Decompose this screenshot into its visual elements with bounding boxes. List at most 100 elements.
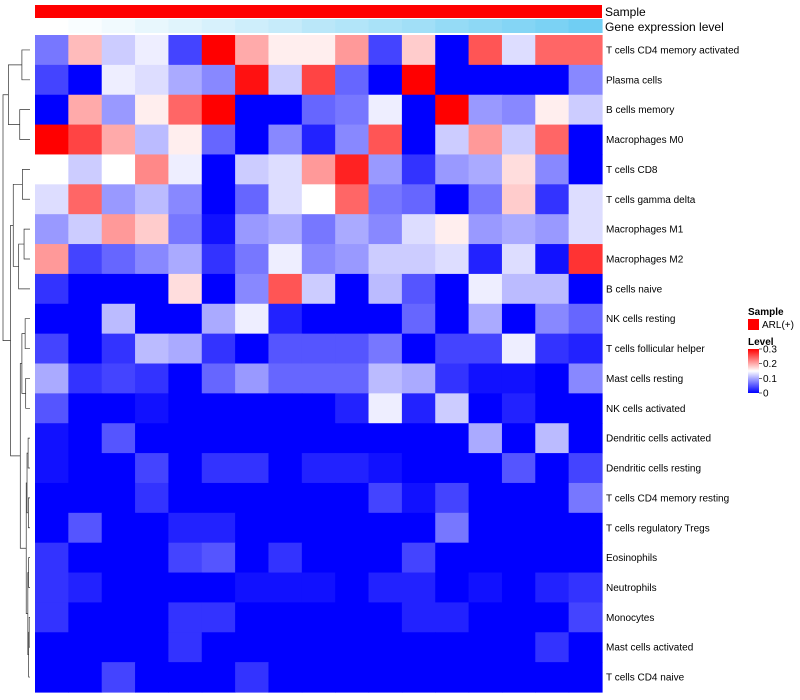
heatmap-cell xyxy=(101,453,136,484)
level-legend: Level 0.3 0.2 0.1 0 xyxy=(748,337,777,400)
heatmap-cell xyxy=(68,423,103,454)
heatmap-cell xyxy=(268,662,303,693)
heatmap-cell xyxy=(168,453,203,484)
heatmap-cell xyxy=(68,572,103,604)
heatmap-cell xyxy=(35,94,69,126)
heatmap-cell xyxy=(501,572,536,604)
dendrogram-branch xyxy=(22,169,30,200)
heatmap-cell xyxy=(368,273,403,305)
heatmap-cell xyxy=(468,393,503,424)
sample-legend: Sample ARL(+) xyxy=(748,307,794,331)
heatmap-cell xyxy=(35,184,69,215)
heatmap-cell xyxy=(35,273,69,305)
heatmap-cell xyxy=(135,184,170,215)
heatmap-cell xyxy=(168,303,203,335)
heatmap-cell xyxy=(435,94,470,126)
heatmap-cell xyxy=(335,602,370,633)
heatmap-cell xyxy=(35,303,69,335)
heatmap-cell xyxy=(468,124,503,156)
heatmap-cell xyxy=(68,393,103,424)
heatmap-cell xyxy=(368,154,403,185)
heatmap-cell xyxy=(501,393,536,424)
heatmap-cell xyxy=(168,333,203,365)
heatmap-cell xyxy=(201,662,236,693)
heatmap-cell xyxy=(535,512,570,544)
heatmap-cell xyxy=(68,632,103,663)
heatmap-cell xyxy=(201,393,236,424)
heatmap-cell xyxy=(301,35,336,66)
heatmap-cell xyxy=(235,482,270,514)
dendrogram-branch xyxy=(21,49,30,81)
sample-track-label: Sample xyxy=(605,5,646,19)
heatmap-cell xyxy=(201,184,236,215)
heatmap-cell xyxy=(35,244,69,275)
heatmap-cell xyxy=(301,423,336,454)
heatmap-cell xyxy=(68,64,103,96)
heatmap-cell xyxy=(401,632,436,663)
heatmap-cell xyxy=(235,64,270,96)
heatmap-cell xyxy=(568,662,603,693)
heatmap-cell xyxy=(235,184,270,215)
heatmap-cell xyxy=(435,35,470,66)
heatmap-cell xyxy=(235,393,270,424)
dendrogram-branch xyxy=(27,437,30,469)
heatmap-cell xyxy=(35,35,69,66)
heatmap-cell xyxy=(235,542,270,574)
gene-expression-cell xyxy=(135,19,170,33)
heatmap-cell xyxy=(101,333,136,365)
heatmap-cell xyxy=(168,542,203,574)
heatmap-cell xyxy=(301,662,336,693)
dendrogram-branch xyxy=(2,94,11,341)
gene-expression-cell xyxy=(168,19,203,33)
heatmap-cell xyxy=(335,453,370,484)
gene-expression-cell xyxy=(35,19,69,33)
heatmap-cell xyxy=(468,64,503,96)
heatmap-cell xyxy=(101,64,136,96)
heatmap-cell xyxy=(535,154,570,185)
heatmap-cell xyxy=(401,154,436,185)
heatmap-cell xyxy=(201,453,236,484)
heatmap-cell xyxy=(335,662,370,693)
heatmap-cell xyxy=(68,363,103,394)
heatmap-cell xyxy=(35,393,69,424)
heatmap-cell xyxy=(301,273,336,305)
heatmap-cell xyxy=(568,363,603,394)
heatmap-cell xyxy=(135,393,170,424)
heatmap-cell xyxy=(201,273,236,305)
heatmap-cell xyxy=(68,244,103,275)
heatmap-cell xyxy=(535,214,570,245)
heatmap-cell xyxy=(301,303,336,335)
heatmap-cell xyxy=(168,482,203,514)
heatmap-cell xyxy=(68,154,103,185)
heatmap-cell xyxy=(535,363,570,394)
heatmap-cell xyxy=(301,214,336,245)
heatmap-cell xyxy=(535,393,570,424)
heatmap-cell xyxy=(135,64,170,96)
heatmap-cell xyxy=(568,303,603,335)
heatmap-cell xyxy=(568,184,603,215)
heatmap-cell xyxy=(535,184,570,215)
heatmap-cell xyxy=(568,273,603,305)
heatmap-cell xyxy=(535,35,570,66)
row-label: T cells CD4 naive xyxy=(606,673,685,684)
heatmap-cell xyxy=(201,214,236,245)
gene-expression-cell xyxy=(435,19,470,33)
heatmap-cell xyxy=(268,333,303,365)
heatmap-cell xyxy=(35,632,69,663)
heatmap-cell xyxy=(468,35,503,66)
heatmap-cell xyxy=(301,393,336,424)
heatmap-cell xyxy=(368,423,403,454)
heatmap-cell xyxy=(101,602,136,633)
heatmap-cell xyxy=(468,94,503,126)
heatmap-cell xyxy=(235,512,270,544)
heatmap-cell xyxy=(101,303,136,335)
heatmap-cell xyxy=(101,423,136,454)
heatmap-cell xyxy=(401,333,436,365)
heatmap-cell xyxy=(235,333,270,365)
heatmap-cell xyxy=(535,303,570,335)
heatmap-cell xyxy=(268,423,303,454)
level-legend-title: Level xyxy=(748,337,774,348)
heatmap-cell xyxy=(168,662,203,693)
heatmap-cell xyxy=(501,632,536,663)
